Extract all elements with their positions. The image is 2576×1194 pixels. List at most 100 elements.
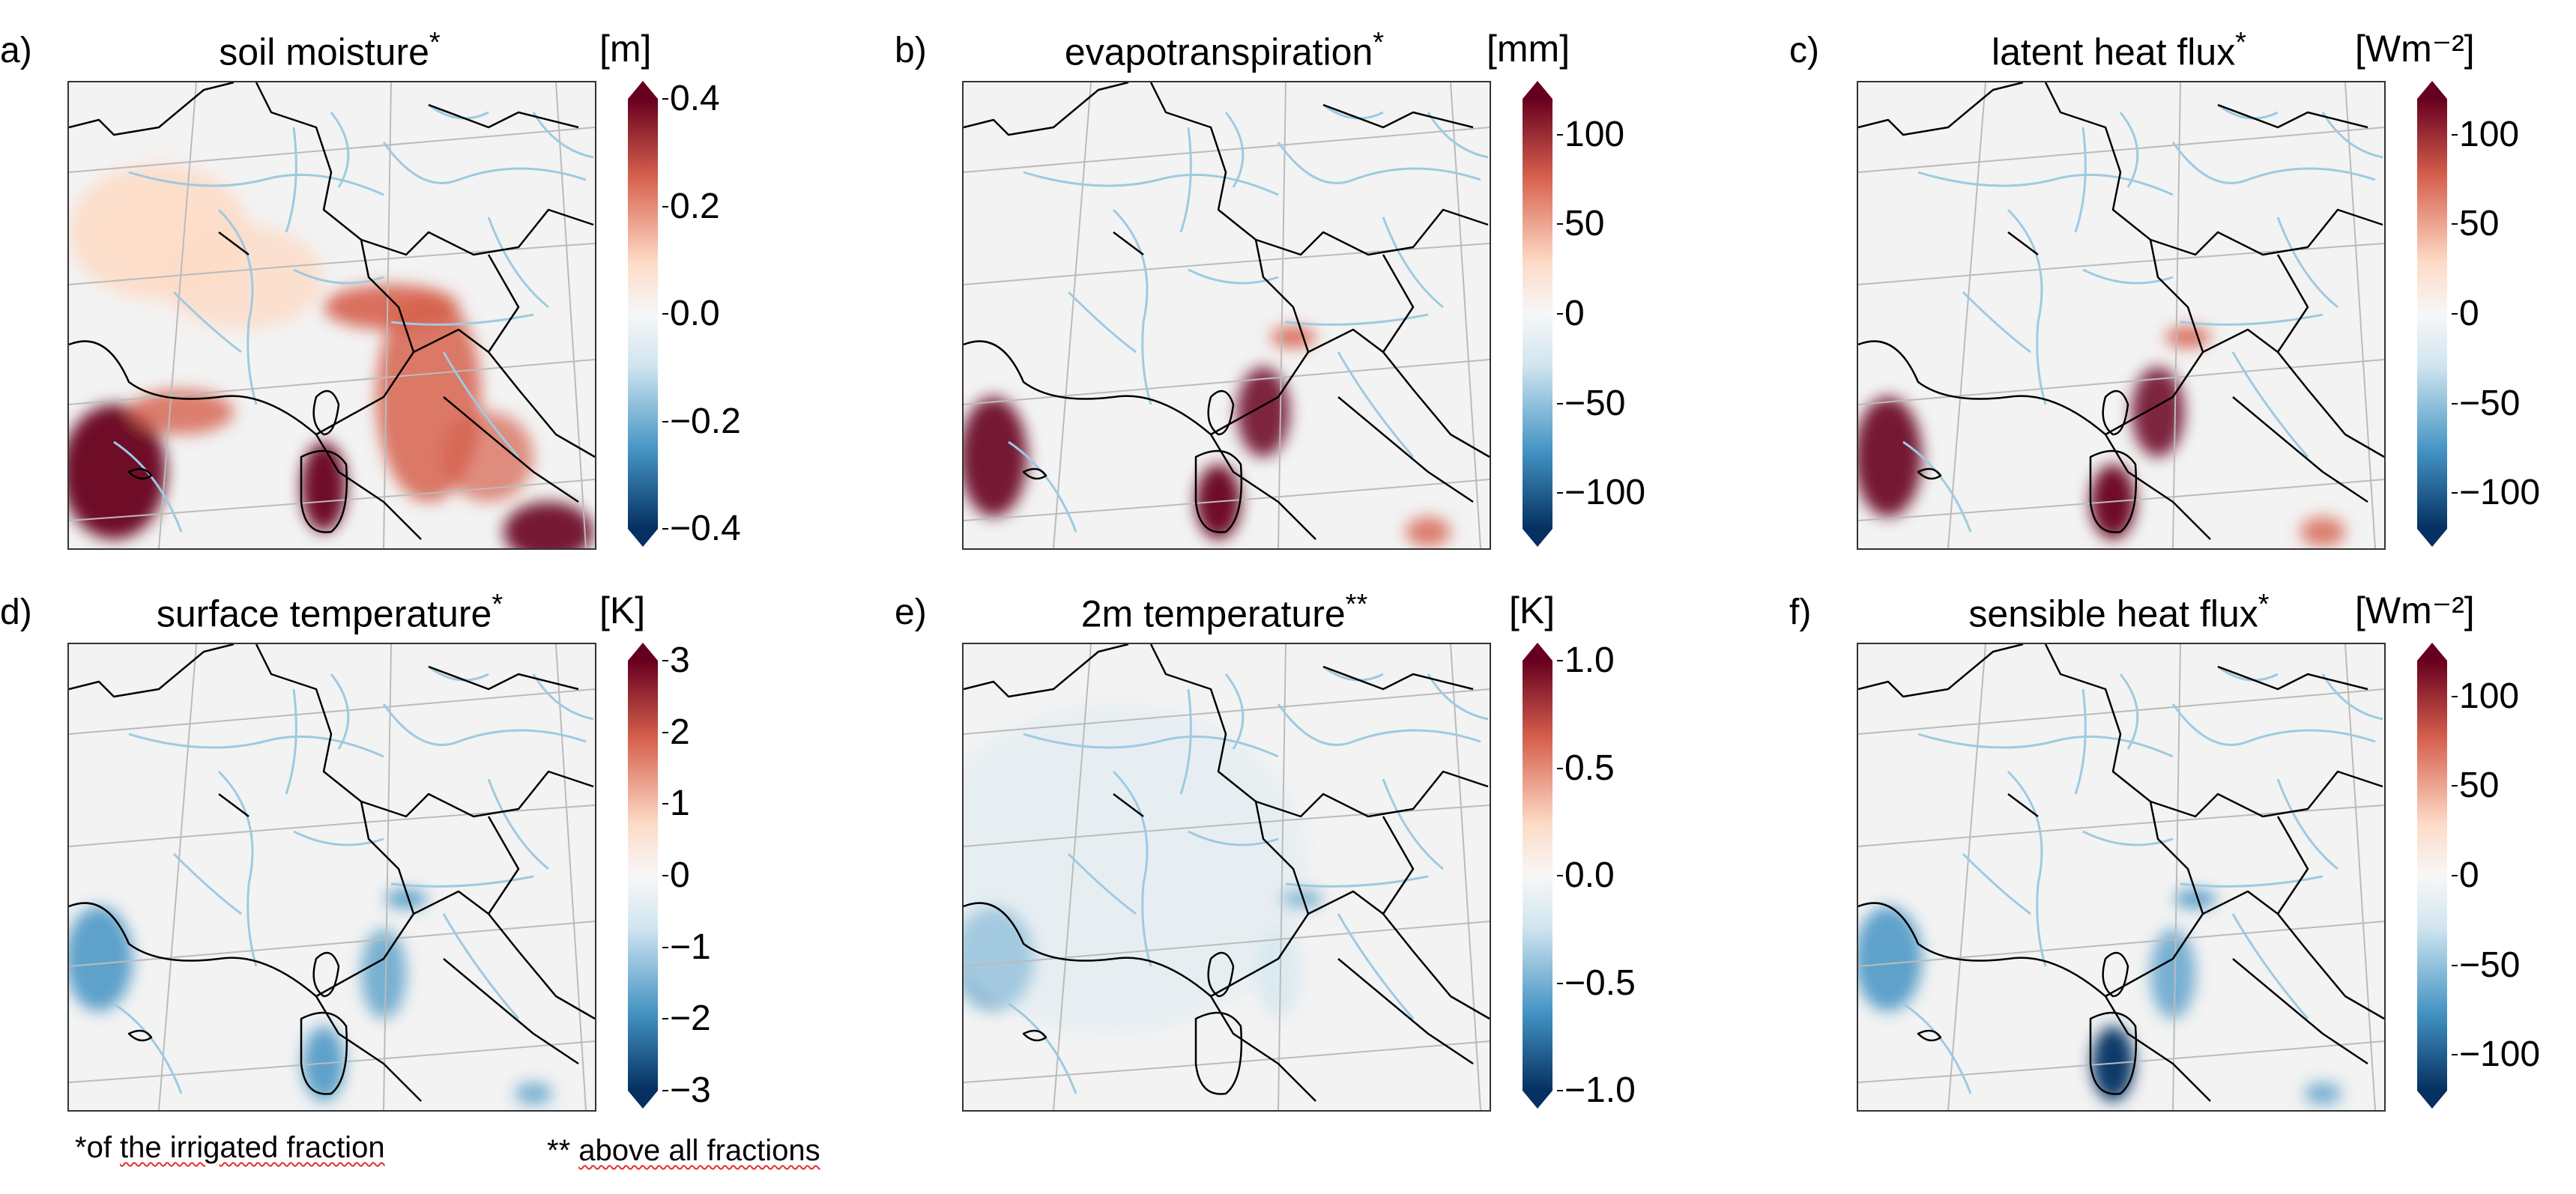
colorbar-tick-label: −0.2 [670,401,741,441]
gridline [2172,82,2181,548]
colorbar-ticks: 100 50 0 −50 −100 [1557,81,1744,547]
island-corsica [312,951,340,998]
island-corsica [312,390,340,436]
country-border [2232,958,2368,1065]
anomaly-patch [159,225,324,330]
country-border [2202,890,2384,1020]
colorbar-svg [628,643,658,1109]
colorbar-tick-mark [1557,402,1563,404]
colorbar-tick-mark [662,205,668,207]
colorbar-gradient [2417,661,2447,1091]
colorbar-tick-mark [1557,223,1563,225]
colorbar-tick-mark [1557,492,1563,494]
colorbar-tick-label: 0.0 [1564,855,1615,895]
country-border [1149,82,1257,240]
island-corsica [2102,951,2129,998]
river [532,673,594,721]
anomaly-patch [301,442,346,532]
panel-title: soil moisture* [67,27,592,74]
gridline [1858,688,2384,735]
river [2180,875,2323,888]
anomaly-patch [444,412,533,502]
country-border [428,103,579,129]
colorbar-tick-mark [662,420,668,422]
anomaly-patch [504,502,593,548]
colorbar-extend-top [2417,643,2447,661]
colorbar-tick-mark [1557,875,1563,876]
country-border [2202,328,2384,458]
river [1188,268,1279,285]
river [1285,875,1429,888]
colorbar-svg [2417,643,2447,1109]
map-plot [962,81,1491,550]
gridline [964,688,1490,735]
colorbar-tick-label: −2 [670,998,711,1039]
colorbar-tick-mark [2452,1054,2458,1056]
gridline [555,82,587,548]
colorbar-extend-top [2417,81,2447,99]
country-border [69,644,235,698]
island-balearic [127,467,153,480]
gridline [555,644,587,1110]
colorbar-tick-label: 50 [2459,766,2500,806]
colorbar-tick-mark [1557,1090,1563,1091]
river [1902,440,1972,533]
colorbar-gradient [2417,99,2447,529]
river [1188,830,1279,846]
panel-title-mark: * [2235,27,2247,58]
river [487,778,549,870]
panel-c: c) latent heat flux* [Wm⁻²] 100 50 0 −50 −100 [1789,27,2576,577]
gridline [1858,479,2384,521]
colorbar-tick-mark [2452,785,2458,787]
river [1962,852,2031,915]
gridline [2344,644,2376,1110]
gridline [1858,921,2384,967]
rivers [1902,103,2383,533]
panel-title: latent heat flux* [1857,27,2381,74]
gridline [1053,82,1092,548]
gridline [69,1040,595,1083]
panel-title-text: soil moisture [219,31,429,73]
colorbar-ticks: 1.0 0.5 0.0 −0.5 −1.0 [1557,643,1744,1109]
country-border [413,890,595,1020]
anomaly-patch [515,1082,552,1105]
gridline [1858,243,2384,285]
river [172,291,242,354]
colorbar-svg [628,81,658,547]
panel-title-mark: ** [1345,589,1368,620]
colorbar-extend-top [1523,643,1552,661]
colorbar-unit: [Wm⁻²] [2355,590,2475,631]
gridline [1858,804,2384,847]
country-border [255,644,362,802]
river [390,313,534,326]
river [2171,142,2376,184]
river [2119,673,2139,750]
colorbar-tick-mark [662,98,668,100]
river [2321,673,2383,721]
country-border [218,793,250,817]
country-border [1858,82,2024,136]
colorbar-tick-label: 100 [1564,114,1625,154]
gridline [964,359,1490,405]
colorbar-tick-mark [1557,767,1563,769]
colorbar-tick-mark [662,803,668,805]
island-sardinia [2089,1011,2138,1095]
river [428,665,489,682]
borders [1858,644,2384,1102]
rivers [113,103,594,533]
rivers [1008,103,1489,533]
colorbar-tick-label: 100 [2459,114,2520,154]
panel-title-text: 2m temperature [1080,593,1346,635]
river [2231,913,2309,1019]
footnote-all-fractions: ** above all fractions [547,1134,820,1167]
country-border [1113,793,1144,817]
country-border [964,902,1212,997]
gridline [1858,359,2384,405]
colorbar-extend-bottom [1523,1091,1552,1109]
country-border [315,434,422,540]
river [428,103,489,120]
country-border [1858,644,2024,698]
country-border [1337,396,1474,503]
country-border [315,239,415,436]
colorbar-extend-bottom [1523,529,1552,547]
